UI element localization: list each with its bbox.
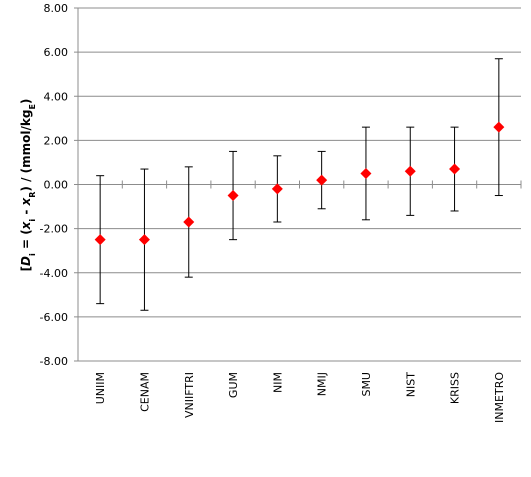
data-point-nist bbox=[404, 165, 416, 177]
y-tick-label: -8.00 bbox=[40, 355, 68, 368]
y-tick-label: -2.00 bbox=[40, 223, 68, 236]
x-tick-label: NIM bbox=[271, 372, 284, 393]
y-axis-title-part: R bbox=[28, 192, 37, 198]
y-axis-title-part: ) bbox=[19, 99, 33, 104]
y-tick-labels: 8.00 6.00 4.00 2.00 0.00 -2.00 -4.00 -6.00 -8.00 bbox=[40, 2, 68, 368]
y-tick-label: 2.00 bbox=[44, 134, 69, 147]
x-tick-label: NMIJ bbox=[316, 372, 329, 396]
y-axis-title-part: x bbox=[19, 196, 33, 206]
x-tick-label: VNIIFTRI bbox=[183, 372, 196, 418]
y-axis-title-part: - bbox=[19, 205, 33, 218]
y-axis-title-part: E bbox=[28, 104, 37, 109]
x-tick-label: GUM bbox=[227, 372, 240, 398]
data-point-kriss bbox=[449, 163, 461, 175]
data-point-gum bbox=[227, 190, 239, 202]
y-axis-title-part: = ( bbox=[19, 229, 33, 253]
y-axis-title-part: D bbox=[19, 256, 33, 266]
y-tick-label: 6.00 bbox=[44, 46, 69, 59]
y-tick-label: -6.00 bbox=[40, 311, 68, 324]
data-point-cenam bbox=[138, 234, 150, 246]
y-axis-title: [Di = (xi - xR) / (mmol/kgE) bbox=[19, 99, 37, 272]
x-tick-label: SMU bbox=[360, 372, 373, 397]
y-tick-label: 8.00 bbox=[44, 2, 69, 15]
y-axis bbox=[74, 7, 79, 362]
y-tick-label: 0.00 bbox=[44, 179, 69, 192]
data-point-inmetro bbox=[493, 121, 505, 133]
x-tick-label: INMETRO bbox=[493, 372, 506, 423]
y-axis-title-part: ) / (mmol/kg bbox=[19, 110, 33, 192]
data-point-nmij bbox=[316, 174, 328, 186]
y-tick-label: -4.00 bbox=[40, 267, 68, 280]
data-point-smu bbox=[360, 167, 372, 179]
data-point-vniiftri bbox=[183, 216, 195, 228]
data-points bbox=[94, 121, 505, 246]
data-point-nim bbox=[271, 183, 283, 195]
x-tick-labels: UNIIM CENAM VNIIFTRI GUM NIM NMIJ SMU NIST KRISS… bbox=[94, 372, 506, 423]
y-axis-title-part: i bbox=[28, 253, 37, 256]
x-tick-label: NIST bbox=[404, 372, 417, 397]
y-axis-title-part: [ bbox=[19, 266, 33, 271]
x-tick-label: UNIIM bbox=[94, 372, 107, 404]
y-axis-title-part: i bbox=[28, 219, 37, 222]
data-point-uniim bbox=[94, 234, 106, 246]
y-axis-title-part: x bbox=[19, 220, 33, 230]
x-tick-label: CENAM bbox=[138, 372, 151, 412]
x-tick-label: KRISS bbox=[449, 372, 462, 404]
y-tick-label: 4.00 bbox=[44, 90, 69, 103]
